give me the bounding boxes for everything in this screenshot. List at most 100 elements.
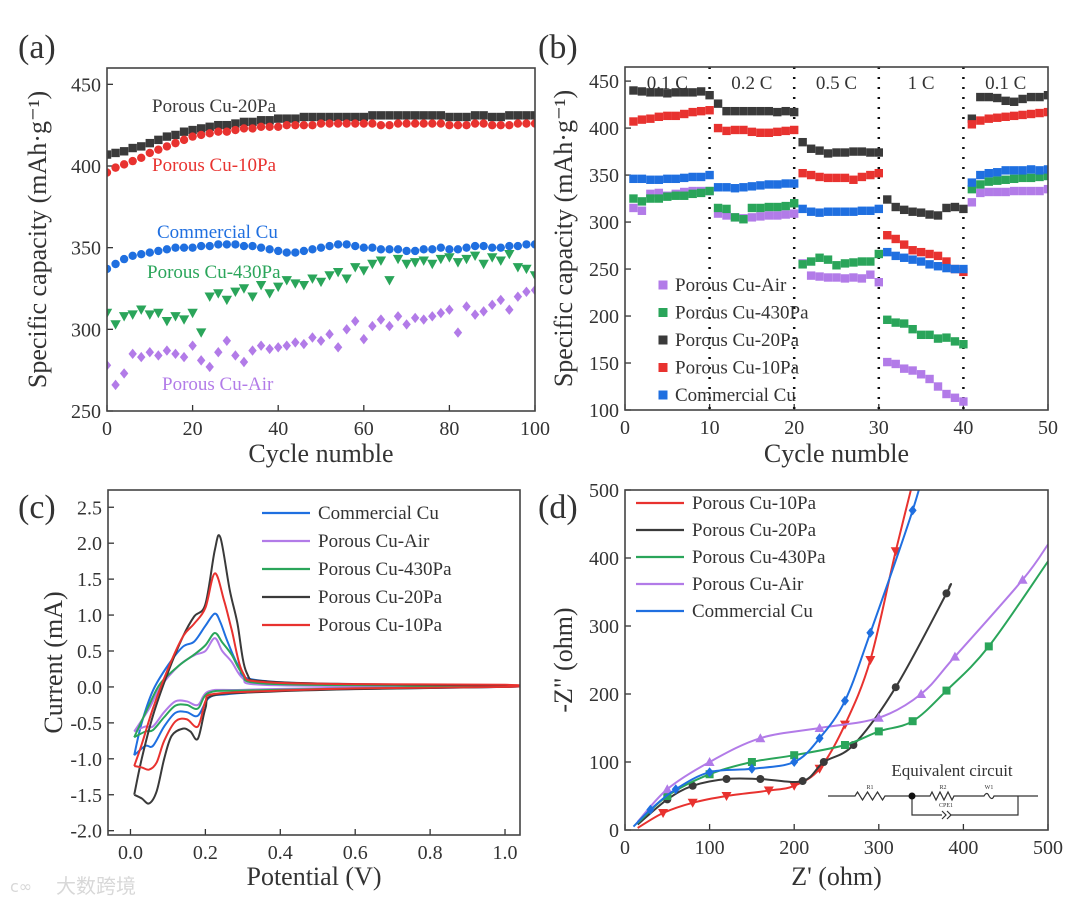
x-tick-label: 0 (620, 837, 630, 859)
data-point (154, 135, 163, 145)
data-point (747, 763, 756, 774)
plot-frame (624, 489, 1049, 831)
data-point (505, 241, 514, 251)
data-point (513, 119, 523, 128)
data-point (470, 241, 480, 251)
data-point (128, 348, 137, 360)
y-tick-label: 400 (589, 548, 619, 570)
data-point (368, 111, 377, 120)
y-tick-label: 450 (71, 74, 101, 96)
data-point (654, 188, 664, 198)
data-point (402, 111, 411, 120)
data-point (282, 248, 291, 257)
data-point (993, 176, 1002, 185)
y-tick-label: 400 (71, 156, 101, 178)
data-point (680, 109, 689, 119)
watermark-logo-icon: ᴄ∞ (10, 877, 32, 896)
data-point (230, 287, 241, 297)
data-point (153, 308, 164, 319)
data-point (333, 240, 343, 249)
y-tick-label: 200 (589, 684, 619, 706)
data-point (993, 113, 1002, 122)
y-tick-label: 300 (71, 319, 101, 341)
x-tick-label: 1.0 (493, 842, 518, 864)
data-point (916, 689, 927, 698)
data-point (1018, 110, 1027, 120)
data-point (658, 809, 669, 818)
data-point (171, 243, 180, 252)
data-point (487, 253, 498, 263)
data-point (265, 116, 274, 125)
data-point (942, 257, 951, 266)
data-point (247, 292, 258, 302)
data-point (428, 245, 437, 254)
data-point (866, 257, 875, 266)
data-point (256, 340, 266, 351)
data-point (401, 259, 412, 270)
data-point (351, 119, 360, 128)
data-point (654, 88, 664, 97)
data-point (316, 243, 326, 252)
data-point (282, 120, 291, 130)
data-point (128, 143, 137, 153)
data-point (790, 757, 799, 767)
data-point (916, 247, 926, 257)
data-point (470, 119, 480, 128)
data-point (713, 123, 723, 133)
data-point (942, 203, 951, 213)
legend-label: Porous Cu-20Pa (692, 520, 817, 541)
data-point (127, 310, 138, 320)
legend-label: Porous Cu-20Pa (318, 587, 443, 608)
y-tick-label: 350 (589, 165, 619, 187)
data-point (428, 311, 437, 322)
data-point (671, 174, 680, 184)
data-point (790, 209, 799, 218)
data-point (967, 184, 977, 194)
data-point (505, 111, 514, 120)
data-point (393, 311, 403, 322)
data-point (513, 291, 523, 302)
data-point (874, 249, 883, 259)
circuit-label-r1: R1 (866, 785, 873, 791)
data-point (239, 241, 249, 251)
data-point (637, 197, 647, 206)
data-point (993, 93, 1002, 103)
data-point (646, 114, 655, 123)
y-tick-label: -1.5 (70, 785, 102, 807)
data-point (814, 723, 825, 732)
data-point (899, 205, 909, 215)
legend-label: Porous Cu-10Pa (152, 155, 277, 176)
data-point (128, 156, 137, 166)
data-point (874, 168, 883, 178)
x-tick-label: 100 (520, 418, 550, 440)
data-point (890, 547, 901, 557)
data-point (351, 315, 360, 327)
data-point (428, 119, 437, 128)
data-point (239, 356, 249, 368)
data-point (171, 138, 180, 148)
legend-label: Porous Cu-430Pa (318, 559, 452, 580)
data-point (419, 314, 428, 325)
data-point (402, 319, 411, 330)
data-point (815, 172, 824, 182)
data-point (410, 111, 420, 120)
data-point (522, 240, 531, 249)
data-point (790, 179, 799, 188)
data-point (874, 204, 883, 214)
data-point (747, 203, 757, 213)
data-point (663, 111, 672, 121)
data-point (145, 248, 154, 257)
data-point (376, 111, 386, 120)
data-point (351, 241, 360, 251)
data-point (1026, 186, 1036, 196)
data-point (522, 286, 531, 297)
data-point (629, 174, 638, 184)
data-point (248, 241, 257, 251)
data-point (874, 277, 883, 287)
data-point (384, 276, 395, 286)
data-point (705, 106, 714, 115)
data-point (840, 695, 849, 706)
data-point (529, 271, 535, 281)
data-point (781, 179, 790, 188)
y-tick-label: 450 (589, 71, 619, 93)
